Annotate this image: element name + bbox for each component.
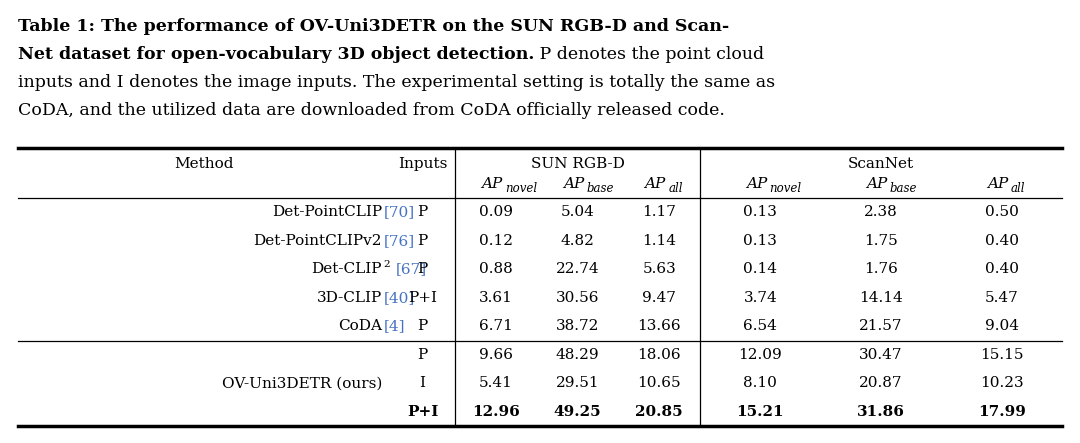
- Text: 3.74: 3.74: [743, 291, 778, 305]
- Text: 0.40: 0.40: [985, 234, 1018, 248]
- Text: 20.87: 20.87: [860, 376, 903, 390]
- Text: 49.25: 49.25: [554, 405, 602, 419]
- Text: 4.82: 4.82: [561, 234, 594, 248]
- Text: 0.09: 0.09: [478, 205, 513, 219]
- Text: 3D-CLIP: 3D-CLIP: [316, 291, 382, 305]
- Text: AP: AP: [645, 177, 665, 191]
- Text: SUN RGB-D: SUN RGB-D: [530, 157, 624, 171]
- Text: Inputs: Inputs: [397, 157, 447, 171]
- Text: CoDA: CoDA: [338, 319, 382, 333]
- Text: 30.56: 30.56: [556, 291, 599, 305]
- Text: Table 1: The performance of OV-Uni3DETR on the SUN RGB-D and Scan-: Table 1: The performance of OV-Uni3DETR …: [18, 18, 729, 35]
- Text: 38.72: 38.72: [556, 319, 599, 333]
- Text: 48.29: 48.29: [556, 348, 599, 362]
- Text: P: P: [417, 205, 428, 219]
- Text: [4]: [4]: [384, 319, 405, 333]
- Text: 5.63: 5.63: [643, 262, 676, 276]
- Text: P: P: [417, 262, 428, 276]
- Text: [67]: [67]: [396, 262, 427, 276]
- Text: 5.04: 5.04: [561, 205, 594, 219]
- Text: 12.09: 12.09: [739, 348, 782, 362]
- Text: 6.54: 6.54: [743, 319, 778, 333]
- Text: AP: AP: [866, 177, 888, 191]
- Text: 30.47: 30.47: [860, 348, 903, 362]
- Text: 1.75: 1.75: [864, 234, 897, 248]
- Text: CoDA, and the utilized data are downloaded from CoDA officially released code.: CoDA, and the utilized data are download…: [18, 102, 725, 119]
- Text: 9.04: 9.04: [985, 319, 1018, 333]
- Text: 9.66: 9.66: [478, 348, 513, 362]
- Text: 13.66: 13.66: [637, 319, 681, 333]
- Text: inputs and I denotes the image inputs. The experimental setting is totally the s: inputs and I denotes the image inputs. T…: [18, 74, 775, 91]
- Text: AP: AP: [563, 177, 584, 191]
- Text: novel: novel: [504, 182, 537, 194]
- Text: 2: 2: [383, 260, 390, 269]
- Text: 2.38: 2.38: [864, 205, 897, 219]
- Text: all: all: [1011, 182, 1025, 194]
- Text: 0.12: 0.12: [478, 234, 513, 248]
- Text: 29.51: 29.51: [556, 376, 599, 390]
- Text: 9.47: 9.47: [643, 291, 676, 305]
- Text: all: all: [669, 182, 683, 194]
- Text: 21.57: 21.57: [860, 319, 903, 333]
- Text: Det-PointCLIPv2: Det-PointCLIPv2: [254, 234, 382, 248]
- Text: 0.14: 0.14: [743, 262, 778, 276]
- Text: Net dataset for open-vocabulary 3D object detection.: Net dataset for open-vocabulary 3D objec…: [18, 46, 535, 63]
- Text: AP: AP: [482, 177, 502, 191]
- Text: OV-Uni3DETR (ours): OV-Uni3DETR (ours): [221, 376, 382, 390]
- Text: P: P: [417, 234, 428, 248]
- Text: 1.17: 1.17: [643, 205, 676, 219]
- Text: 0.88: 0.88: [478, 262, 513, 276]
- Text: [40]: [40]: [384, 291, 415, 305]
- Text: 1.76: 1.76: [864, 262, 897, 276]
- Text: AP: AP: [745, 177, 767, 191]
- Text: 10.65: 10.65: [637, 376, 681, 390]
- Text: 5.47: 5.47: [985, 291, 1018, 305]
- Text: P denotes the point cloud: P denotes the point cloud: [535, 46, 765, 63]
- Text: 18.06: 18.06: [637, 348, 681, 362]
- Text: P+I: P+I: [408, 291, 437, 305]
- Text: I: I: [419, 376, 426, 390]
- Text: P+I: P+I: [407, 405, 438, 419]
- Text: novel: novel: [769, 182, 801, 194]
- Text: Method: Method: [174, 157, 233, 171]
- Text: ScanNet: ScanNet: [848, 157, 914, 171]
- Text: P: P: [417, 319, 428, 333]
- Text: 0.13: 0.13: [743, 205, 778, 219]
- Text: 0.40: 0.40: [985, 262, 1018, 276]
- Text: [70]: [70]: [384, 205, 415, 219]
- Text: 8.10: 8.10: [743, 376, 778, 390]
- Text: 3.61: 3.61: [478, 291, 513, 305]
- Text: base: base: [890, 182, 918, 194]
- Text: 20.85: 20.85: [635, 405, 683, 419]
- Text: Det-PointCLIP: Det-PointCLIP: [272, 205, 382, 219]
- Text: Det-CLIP: Det-CLIP: [311, 262, 382, 276]
- Text: 5.41: 5.41: [478, 376, 513, 390]
- Text: [76]: [76]: [384, 234, 415, 248]
- Text: 14.14: 14.14: [859, 291, 903, 305]
- Text: 1.14: 1.14: [643, 234, 676, 248]
- Text: 15.21: 15.21: [737, 405, 784, 419]
- Text: 12.96: 12.96: [472, 405, 519, 419]
- Text: AP: AP: [987, 177, 1009, 191]
- Text: P: P: [417, 348, 428, 362]
- Text: 17.99: 17.99: [977, 405, 1026, 419]
- Text: 22.74: 22.74: [556, 262, 599, 276]
- Text: 6.71: 6.71: [478, 319, 513, 333]
- Text: 10.23: 10.23: [980, 376, 1024, 390]
- Text: 0.13: 0.13: [743, 234, 778, 248]
- Text: base: base: [586, 182, 615, 194]
- Text: 31.86: 31.86: [858, 405, 905, 419]
- Text: 0.50: 0.50: [985, 205, 1018, 219]
- Text: 15.15: 15.15: [980, 348, 1024, 362]
